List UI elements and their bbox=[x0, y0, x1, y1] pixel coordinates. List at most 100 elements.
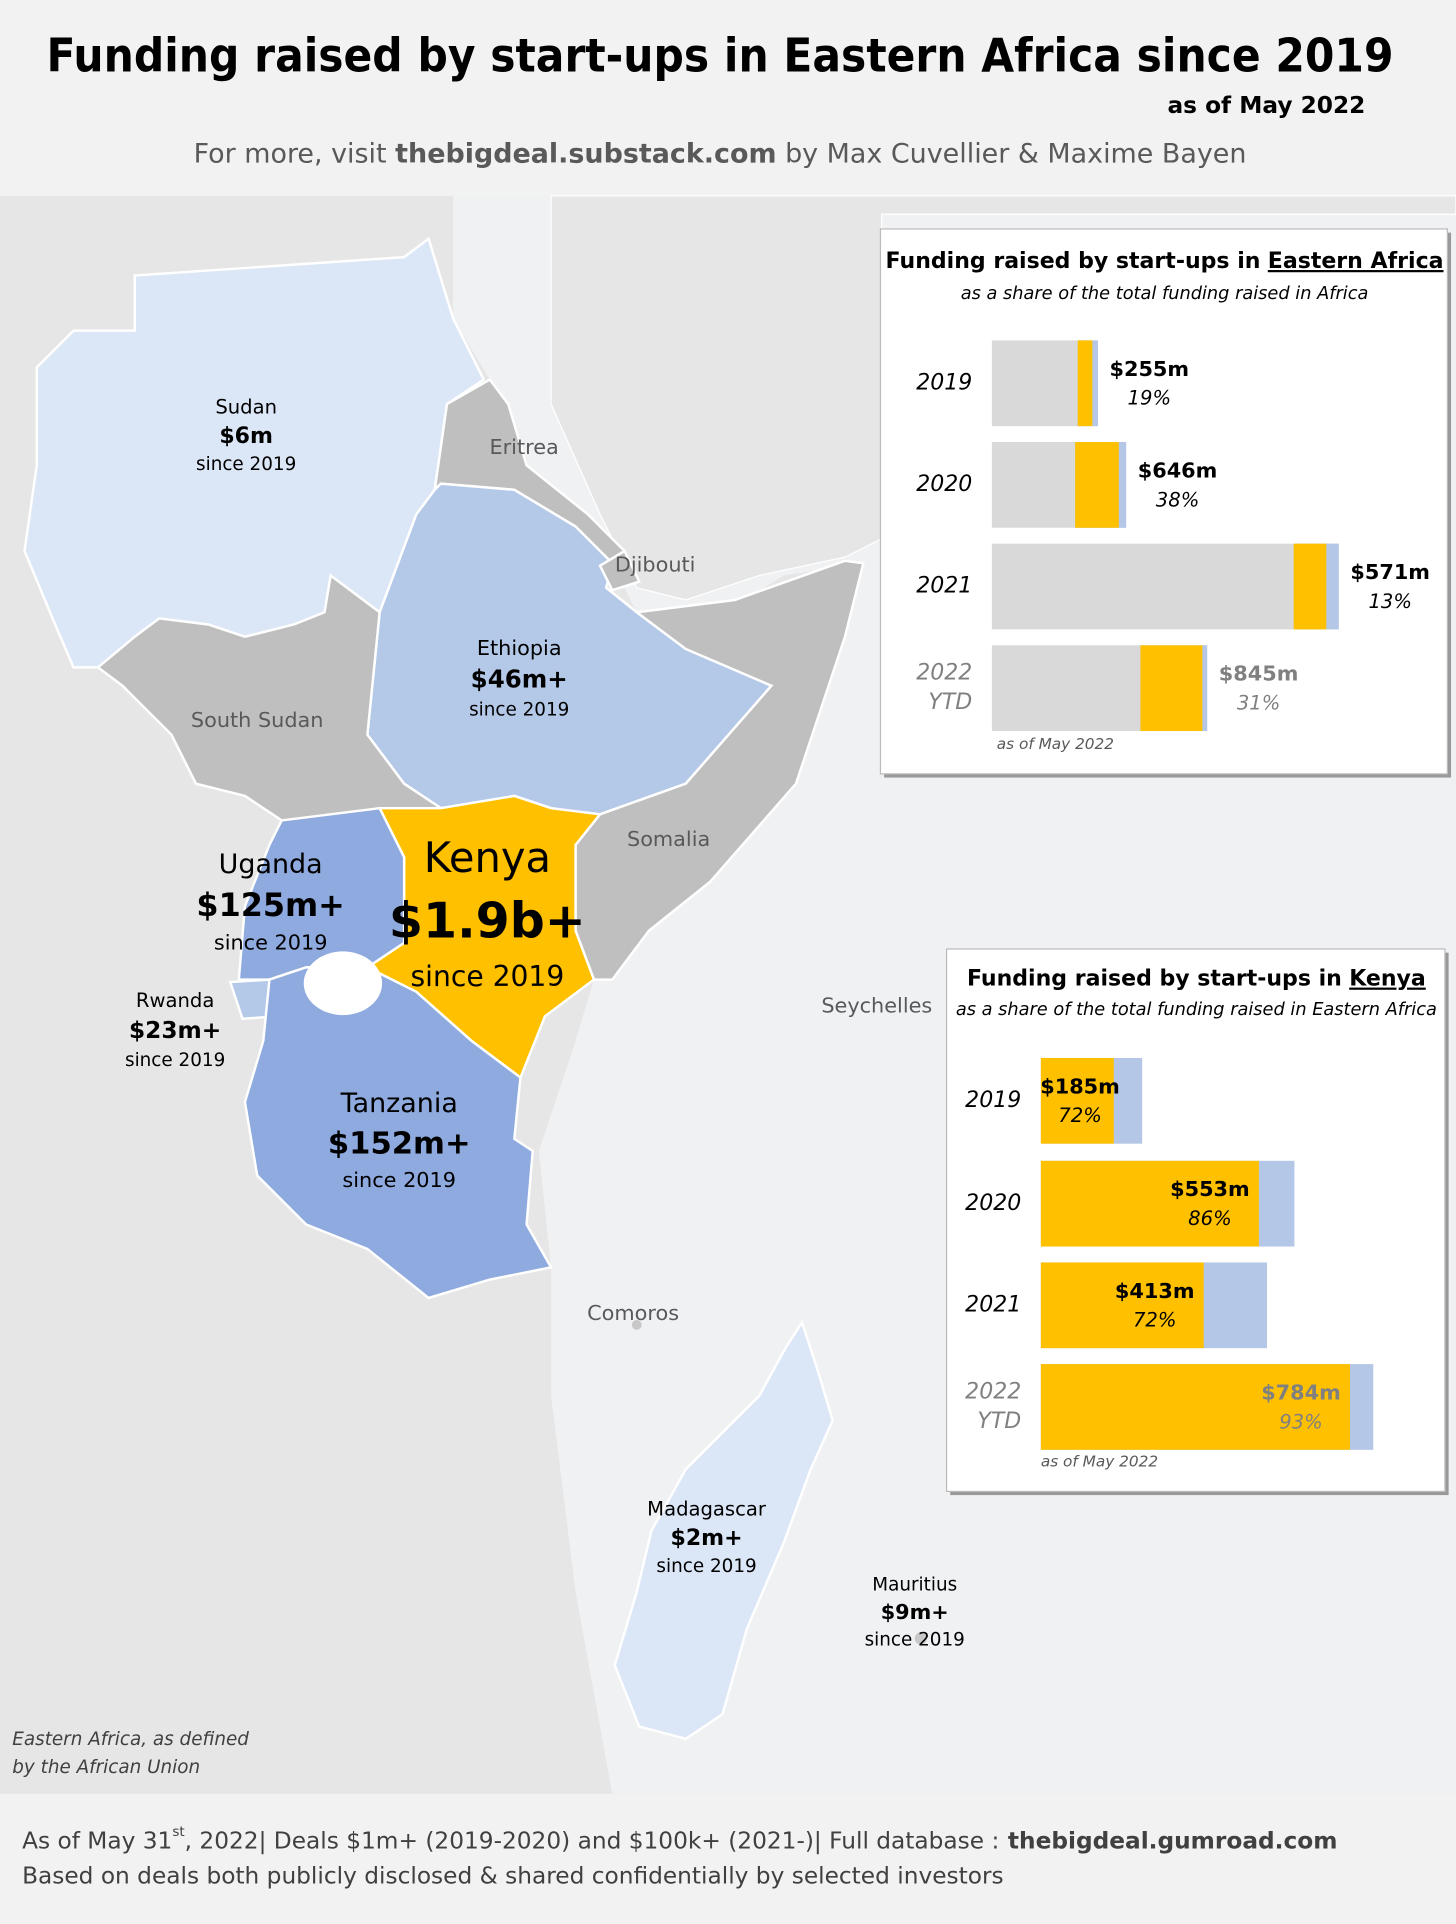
bar-highlight bbox=[1077, 340, 1093, 427]
country-name: Somalia bbox=[627, 827, 710, 851]
category-label: 2022 YTD bbox=[916, 660, 973, 716]
category-box: 2019 bbox=[916, 369, 973, 396]
country-since: since 2019 bbox=[342, 1168, 456, 1192]
country-amount: $2m+ bbox=[671, 1526, 743, 1551]
credit-part: by Max Cuvellier & Maxime Bayen bbox=[785, 138, 1246, 169]
inset-note: as of May 2022 bbox=[997, 735, 1114, 753]
credit-part: For more, visit bbox=[194, 138, 387, 169]
country-name: Seychelles bbox=[821, 994, 932, 1018]
footer-part: st bbox=[172, 1825, 184, 1840]
country-since: since 2019 bbox=[411, 960, 565, 993]
country-amount: $125m+ bbox=[196, 886, 344, 924]
category-label: 2019 bbox=[965, 1087, 1022, 1114]
country-since: since 2019 bbox=[214, 931, 328, 955]
share-label: 19% bbox=[1128, 387, 1172, 410]
share-label: 72% bbox=[1058, 1104, 1102, 1127]
category-label: 2020 bbox=[965, 1190, 1022, 1216]
country-name: South Sudan bbox=[191, 708, 324, 732]
djibouti-shape bbox=[598, 549, 641, 592]
country-name: Madagascar bbox=[647, 1497, 767, 1520]
bar-highlight bbox=[1293, 543, 1327, 630]
bar-highlight bbox=[1040, 1262, 1204, 1349]
footer-line: Based on deals both publicly disclosed &… bbox=[22, 1863, 1004, 1890]
country-name: Kenya bbox=[424, 833, 551, 882]
share-label: 86% bbox=[1188, 1207, 1232, 1230]
value-label: $571m bbox=[1350, 560, 1430, 584]
comoros-shape bbox=[631, 1320, 642, 1330]
category-box: 2022 YTD bbox=[965, 1378, 1022, 1434]
country-amount: $6m bbox=[219, 424, 273, 449]
tanzania-shape bbox=[243, 966, 553, 1300]
country-since: since 2019 bbox=[656, 1556, 756, 1577]
category-label: 2022 YTD bbox=[965, 1378, 1022, 1434]
country-name: Rwanda bbox=[136, 989, 214, 1012]
bar-highlight bbox=[1040, 1160, 1259, 1247]
country-name: Mauritius bbox=[872, 1575, 957, 1596]
madagascar-shape bbox=[613, 1319, 834, 1741]
country-name: Eritrea bbox=[489, 435, 558, 459]
inset-title: Funding raised by start-ups in Kenya bbox=[967, 967, 1426, 992]
inset-title-text: Funding raised by start-ups in bbox=[886, 249, 1261, 274]
footer-part: , 2022| Deals $1m+ (2019-2020) and $100k… bbox=[185, 1827, 1000, 1854]
country-amount: $46m+ bbox=[471, 665, 568, 694]
inset-title-text: Funding raised by start-ups in bbox=[967, 967, 1342, 992]
value-label: $845m bbox=[1219, 662, 1299, 686]
category-box: 2020 bbox=[916, 471, 973, 498]
country-since: since 2019 bbox=[125, 1050, 225, 1071]
bar-highlight bbox=[1140, 645, 1203, 732]
footer-line: As of May 31st, 2022| Deals $1m+ (2019-2… bbox=[22, 1825, 1337, 1854]
category-box: 2021 bbox=[916, 573, 973, 599]
country-name: Djibouti bbox=[615, 553, 696, 577]
category-label: 2021 bbox=[965, 1291, 1022, 1318]
country-name: Tanzania bbox=[340, 1088, 458, 1119]
date: as of May 2022 bbox=[1167, 92, 1365, 119]
footer-part: As of May 31 bbox=[22, 1827, 172, 1854]
mauritius-shape bbox=[914, 1632, 927, 1645]
value-label: $185m bbox=[1040, 1074, 1120, 1098]
credit-part: thebigdeal.substack.com bbox=[395, 138, 776, 169]
category-label: 2021 bbox=[916, 573, 973, 599]
south-sudan-shape bbox=[96, 573, 444, 822]
inset-title: Funding raised by start-ups in Eastern Af… bbox=[886, 249, 1444, 274]
somalia-shape bbox=[574, 559, 865, 981]
category-box: 2022 YTD bbox=[916, 660, 973, 716]
map-note: Eastern Africa, as defined bbox=[12, 1729, 249, 1750]
country-name: Sudan bbox=[215, 395, 277, 418]
inset-title-highlight: Eastern Africa bbox=[1268, 249, 1444, 274]
value-label: $553m bbox=[1170, 1177, 1250, 1201]
share-label: 13% bbox=[1368, 590, 1412, 613]
value-label: $784m bbox=[1261, 1380, 1341, 1404]
country-name: Comoros bbox=[587, 1301, 679, 1325]
share-label: 38% bbox=[1156, 488, 1200, 511]
footer-part: thebigdeal.gumroad.com bbox=[1008, 1827, 1338, 1854]
inset-subtitle: as a share of the total funding raised i… bbox=[961, 284, 1369, 304]
title: Funding raised by start-ups in Eastern A… bbox=[47, 28, 1394, 82]
lake-victoria bbox=[303, 951, 383, 1016]
country-name: Uganda bbox=[219, 849, 323, 880]
inset-note: as of May 2022 bbox=[1041, 1453, 1158, 1471]
share-label: 72% bbox=[1133, 1309, 1177, 1332]
value-label: $646m bbox=[1138, 458, 1218, 482]
country-since: since 2019 bbox=[196, 454, 296, 475]
share-label: 93% bbox=[1279, 1410, 1323, 1433]
value-label: $413m bbox=[1115, 1279, 1195, 1303]
category-box: 2019 bbox=[965, 1087, 1022, 1114]
bar-highlight bbox=[1075, 442, 1119, 528]
category-box: 2021 bbox=[965, 1291, 1022, 1318]
category-label: 2020 bbox=[916, 471, 973, 498]
inset-subtitle: as a share of the total funding raised i… bbox=[956, 1000, 1437, 1020]
category-box: 2020 bbox=[965, 1190, 1022, 1216]
value-label: $255m bbox=[1110, 357, 1190, 381]
credit: For more, visit thebigdeal.substack.com by… bbox=[194, 138, 1247, 169]
category-label: 2019 bbox=[916, 369, 973, 396]
bar-total bbox=[991, 543, 1339, 630]
share-label: 31% bbox=[1237, 692, 1281, 715]
bar-highlight bbox=[1040, 1057, 1114, 1144]
country-since: since 2019 bbox=[865, 1630, 965, 1651]
inset-title-highlight: Kenya bbox=[1349, 967, 1426, 992]
country-name: Ethiopia bbox=[477, 636, 562, 660]
country-amount: $1.9b+ bbox=[389, 893, 586, 950]
country-amount: $23m+ bbox=[129, 1017, 221, 1044]
